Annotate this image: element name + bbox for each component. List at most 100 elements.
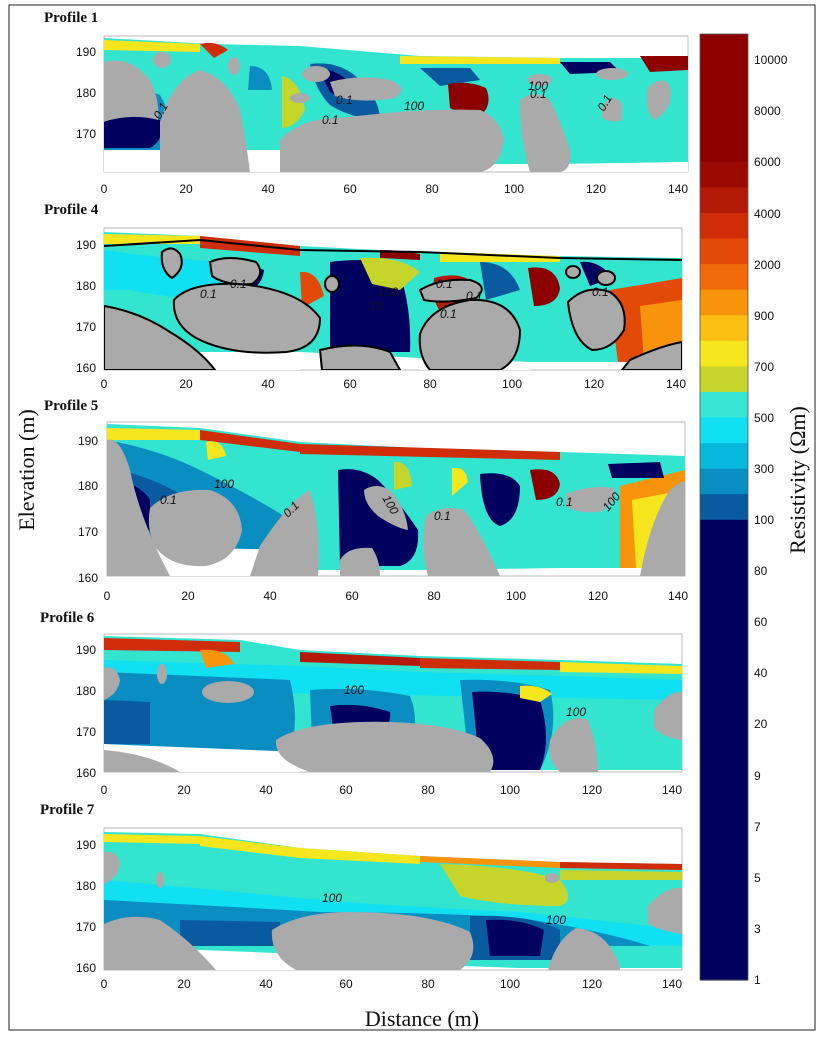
profile-title: Profile 6 <box>40 610 95 626</box>
colorbar-band <box>700 417 748 444</box>
contour-label: 0.1 <box>530 87 547 101</box>
colorbar-tick-label: 40 <box>754 666 768 680</box>
y-axis-title: Elevation (m) <box>14 409 39 531</box>
bedrock-mass <box>548 928 620 970</box>
x-tick-label: 80 <box>425 182 439 196</box>
colorbar-band <box>700 545 748 572</box>
x-tick-label: 120 <box>586 182 606 196</box>
colorbar-tick-label: 500 <box>754 411 774 425</box>
colorbar-band <box>700 315 748 342</box>
resistivity-zone <box>104 638 240 652</box>
colorbar-band <box>700 673 748 700</box>
y-tick-label: 190 <box>76 45 96 59</box>
contour-label: 100 <box>378 285 398 299</box>
resistivity-zone <box>480 262 520 300</box>
resistivity-zone <box>104 115 162 148</box>
colorbar-band <box>700 238 748 265</box>
colorbar-bands <box>700 34 748 981</box>
bedrock-mass <box>104 851 120 884</box>
contour-label: 100 <box>322 891 342 905</box>
colorbar-band <box>700 698 748 725</box>
y-tick-label: 180 <box>76 86 96 100</box>
resistivity-zone <box>486 919 544 956</box>
y-tick-label: 170 <box>78 525 98 539</box>
x-tick-label: 40 <box>259 977 273 991</box>
resistivity-zone <box>282 76 305 128</box>
resistivity-zone <box>530 469 560 500</box>
contour-label: 0.1 <box>436 277 453 291</box>
bedrock-mass <box>160 70 250 172</box>
colorbar-tick-label: 10000 <box>754 53 788 67</box>
resistivity-zone <box>420 856 560 868</box>
resistivity-zone <box>472 691 546 770</box>
colorbar-band <box>700 570 748 598</box>
x-axis: 0 20 40 60 80 100 120 140 <box>101 783 683 797</box>
bedrock-mass <box>104 667 120 700</box>
colorbar-band <box>700 494 748 521</box>
x-tick-label: 80 <box>421 977 435 991</box>
y-tick-label: 170 <box>76 920 96 934</box>
x-tick-label: 20 <box>177 783 191 797</box>
colorbar-tick-label: 60 <box>754 615 768 629</box>
contour-label: 0.1 <box>440 307 457 321</box>
resistivity-zone <box>480 473 520 526</box>
bedrock-mass <box>423 508 500 576</box>
colorbar-tick-label: 7 <box>754 820 761 834</box>
y-tick-label: 190 <box>76 643 96 657</box>
bedrock-mass <box>208 257 262 286</box>
colorbar-tick-label: 900 <box>754 309 774 323</box>
y-tick-label: 170 <box>76 725 96 739</box>
resistivity-zone <box>180 920 280 946</box>
colorbar-band <box>700 928 748 956</box>
bedrock-mass <box>364 486 408 530</box>
colorbar-band <box>700 801 748 828</box>
x-axis: 0 20 40 60 80 100 120 140 <box>104 589 689 603</box>
x-tick-label: 140 <box>662 977 682 991</box>
x-tick-label: 40 <box>263 589 277 603</box>
contour-label: 100 <box>528 79 548 93</box>
colorbar-band <box>700 110 748 137</box>
colorbar-band <box>700 34 748 61</box>
colorbar-band <box>700 622 748 649</box>
x-tick-label: 100 <box>500 977 520 991</box>
bedrock-mass <box>153 52 171 68</box>
colorbar-tick-label: 20 <box>754 717 768 731</box>
contour-label: 0.1 <box>200 287 217 301</box>
profile-title: Profile 7 <box>40 802 95 818</box>
colorbar-band <box>700 724 748 751</box>
colorbar-band <box>700 519 748 546</box>
colorbar-tick-label: 80 <box>754 564 768 578</box>
colorbar-tick-label: 1 <box>754 973 761 987</box>
resistivity-zone <box>452 467 468 496</box>
bedrock-mass <box>104 304 217 370</box>
colorbar-band <box>700 596 748 623</box>
x-tick-label: 100 <box>500 783 520 797</box>
resistivity-zone <box>560 662 682 674</box>
y-tick-label: 160 <box>78 571 98 585</box>
contour-label: 0.1 <box>230 277 247 291</box>
resistivity-zone <box>520 685 552 702</box>
resistivity-zone <box>200 836 420 864</box>
y-axis: 190 180 170 160 <box>76 838 96 975</box>
resistivity-zone <box>104 834 200 844</box>
bedrock-mass <box>520 94 571 172</box>
colorbar-band <box>700 59 748 86</box>
resistivity-zone <box>300 271 324 308</box>
colorbar-band <box>700 391 748 419</box>
resistivity-zone <box>104 40 200 52</box>
profile-4-panel: Profile 4 <box>44 202 686 391</box>
profile-title: Profile 1 <box>44 10 98 26</box>
bedrock-mass <box>654 691 682 740</box>
colorbar-band <box>700 775 748 802</box>
colorbar-band <box>700 826 748 853</box>
resistivity-zone <box>200 430 300 452</box>
contour-label: 100 <box>344 683 364 697</box>
contour-label: 0.1 <box>160 493 177 507</box>
colorbar-tick-label: 6000 <box>754 155 781 169</box>
x-tick-label: 80 <box>427 589 441 603</box>
x-tick-label: 120 <box>588 589 608 603</box>
resistivity-zone <box>206 441 226 460</box>
bedrock-mass <box>565 265 581 279</box>
bedrock-mass <box>330 77 402 101</box>
colorbar-tick-label: 700 <box>754 360 774 374</box>
